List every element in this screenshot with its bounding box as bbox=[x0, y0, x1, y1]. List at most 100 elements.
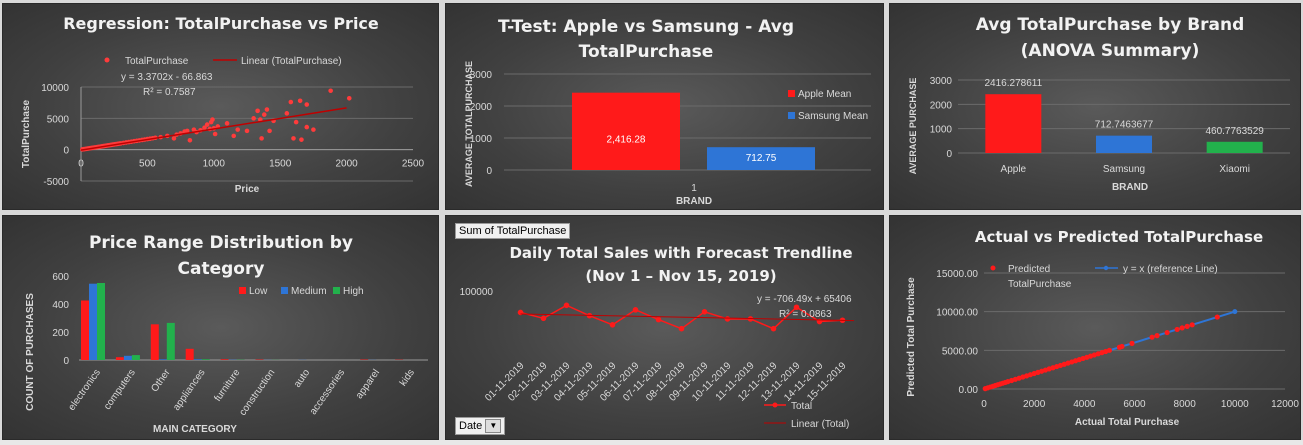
x-tick-label: 2500 bbox=[402, 159, 425, 170]
y-tick-label: 5000.00 bbox=[942, 346, 979, 357]
scatter-point bbox=[259, 136, 264, 141]
bar bbox=[81, 300, 89, 360]
trendline-equation: y = 3.3702x - 66.863 bbox=[121, 72, 213, 83]
scatter-point bbox=[212, 131, 218, 137]
y-tick-label: 0 bbox=[63, 146, 69, 157]
scatter-point bbox=[235, 127, 241, 132]
scatter-point bbox=[291, 136, 296, 141]
x-axis-label: BRAND bbox=[1112, 182, 1148, 193]
bar bbox=[1096, 135, 1152, 153]
chart-panel-regression[interactable]: Regression: TotalPurchase vs Price -5000 0… bbox=[2, 3, 439, 210]
ttest-chart: T-Test: Apple vs Samsung - Avg TotalPurch… bbox=[464, 17, 871, 207]
x-tick-label: 1500 bbox=[269, 159, 292, 170]
pivot-axis-field-button[interactable]: Date ▼ bbox=[455, 417, 506, 435]
y-tick-label: 100000 bbox=[460, 287, 494, 298]
anova-chart: Avg TotalPurchase by Brand (ANOVA Summary… bbox=[908, 15, 1290, 193]
x-tick-label: accessories bbox=[308, 367, 347, 417]
scatter-point bbox=[1149, 334, 1155, 340]
legend-label: Samsung Mean bbox=[798, 111, 868, 122]
scatter-point bbox=[202, 125, 207, 131]
data-point bbox=[540, 315, 547, 322]
x-tick-label: Apple bbox=[1001, 164, 1027, 175]
chart-panel-ttest[interactable]: T-Test: Apple vs Samsung - Avg TotalPurch… bbox=[445, 3, 884, 210]
legend-label: TotalPurchase bbox=[1008, 279, 1072, 290]
scatter-point bbox=[288, 99, 294, 105]
x-tick-label: 1000 bbox=[203, 159, 226, 170]
pivot-value-field-button[interactable]: Sum of TotalPurchase bbox=[455, 223, 571, 239]
scatter-point bbox=[1119, 343, 1125, 350]
data-point bbox=[655, 316, 662, 323]
legend-label: Low bbox=[249, 286, 268, 297]
legend-marker bbox=[333, 287, 340, 294]
scatter-point bbox=[184, 128, 190, 134]
legend-marker bbox=[104, 57, 110, 63]
x-tick-label: furniture bbox=[212, 367, 242, 404]
y-tick-label: 0 bbox=[486, 166, 492, 177]
chart-title: (Nov 1 – Nov 15, 2019) bbox=[585, 267, 776, 285]
legend-marker bbox=[281, 287, 288, 294]
scatter-point bbox=[1106, 347, 1113, 353]
chart-panel-price-range[interactable]: Price Range Distribution by Category 0 200 4… bbox=[2, 215, 439, 440]
scatter-point bbox=[304, 124, 310, 130]
y-tick-label: 0 bbox=[63, 356, 69, 367]
data-point bbox=[678, 325, 685, 332]
bar bbox=[1206, 141, 1263, 153]
y-tick-label: 1000 bbox=[930, 125, 953, 136]
bar bbox=[201, 359, 210, 360]
scatter-point bbox=[204, 122, 210, 127]
y-tick-label: 10000.00 bbox=[936, 308, 978, 319]
x-tick-label: 12000 bbox=[1271, 399, 1299, 410]
legend-marker bbox=[1103, 265, 1109, 271]
legend-label: Linear (TotalPurchase) bbox=[241, 56, 342, 67]
data-point bbox=[609, 322, 616, 328]
scatter-point bbox=[311, 127, 316, 132]
legend-label: y = x (reference Line) bbox=[1123, 264, 1218, 275]
scatter-point bbox=[1184, 323, 1190, 329]
trendline-r2: R² = 0.0863 bbox=[779, 309, 832, 320]
y-axis-label: TotalPurchase bbox=[21, 99, 32, 168]
bar bbox=[89, 283, 97, 360]
y-tick-label: 3000 bbox=[930, 76, 953, 87]
scatter-point bbox=[171, 136, 177, 141]
bar bbox=[185, 348, 194, 360]
legend-label: Predicted bbox=[1008, 264, 1050, 275]
y-tick-label: 2000 bbox=[470, 102, 493, 113]
scatter-point bbox=[267, 128, 272, 134]
chart-panel-actual-predicted[interactable]: Actual vs Predicted TotalPurchase 0.00 500… bbox=[889, 215, 1301, 440]
scatter-point bbox=[293, 119, 299, 125]
x-tick-label: Xiaomi bbox=[1219, 164, 1250, 175]
y-tick-label: 400 bbox=[52, 300, 69, 311]
scatter-point bbox=[1179, 325, 1185, 331]
chart-panel-anova[interactable]: Avg TotalPurchase by Brand (ANOVA Summary… bbox=[889, 3, 1301, 210]
legend-marker bbox=[990, 265, 996, 271]
data-label: 2416.278611 bbox=[985, 78, 1043, 89]
trendline bbox=[520, 313, 855, 322]
trendline-equation: y = -706.49x + 65406 bbox=[757, 294, 852, 305]
x-tick-label: construction bbox=[237, 367, 277, 417]
bar bbox=[220, 359, 229, 360]
y-tick-label: 1000 bbox=[470, 134, 493, 145]
chart-title: Price Range Distribution by bbox=[89, 233, 353, 253]
legend-marker bbox=[788, 90, 795, 97]
data-label: 2,416.28 bbox=[607, 135, 646, 146]
data-point bbox=[701, 309, 708, 315]
y-tick-label: -5000 bbox=[43, 177, 69, 188]
x-tick-label: 2000 bbox=[1023, 399, 1046, 410]
chart-title: Actual vs Predicted TotalPurchase bbox=[975, 228, 1263, 246]
scatter-point bbox=[304, 102, 310, 107]
y-tick-label: 10000 bbox=[41, 83, 69, 94]
x-tick-label: apparel bbox=[354, 367, 382, 401]
legend-marker bbox=[788, 112, 795, 119]
scatter-point bbox=[328, 88, 333, 94]
y-tick-label: 0 bbox=[946, 149, 952, 160]
y-tick-label: 0.00 bbox=[959, 385, 979, 396]
x-tick-label: 500 bbox=[139, 159, 156, 170]
data-label: 712.75 bbox=[746, 153, 777, 164]
chart-title: TotalPurchase bbox=[579, 42, 714, 62]
chart-panel-daily-sales[interactable]: Daily Total Sales with Forecast Trendlin… bbox=[445, 215, 884, 440]
y-tick-label: 600 bbox=[52, 272, 69, 283]
x-tick-label: 0 bbox=[981, 399, 987, 410]
y-tick-label: 200 bbox=[52, 328, 69, 339]
trendline-r2: R² = 0.7587 bbox=[143, 87, 196, 98]
scatter-point bbox=[231, 133, 237, 139]
